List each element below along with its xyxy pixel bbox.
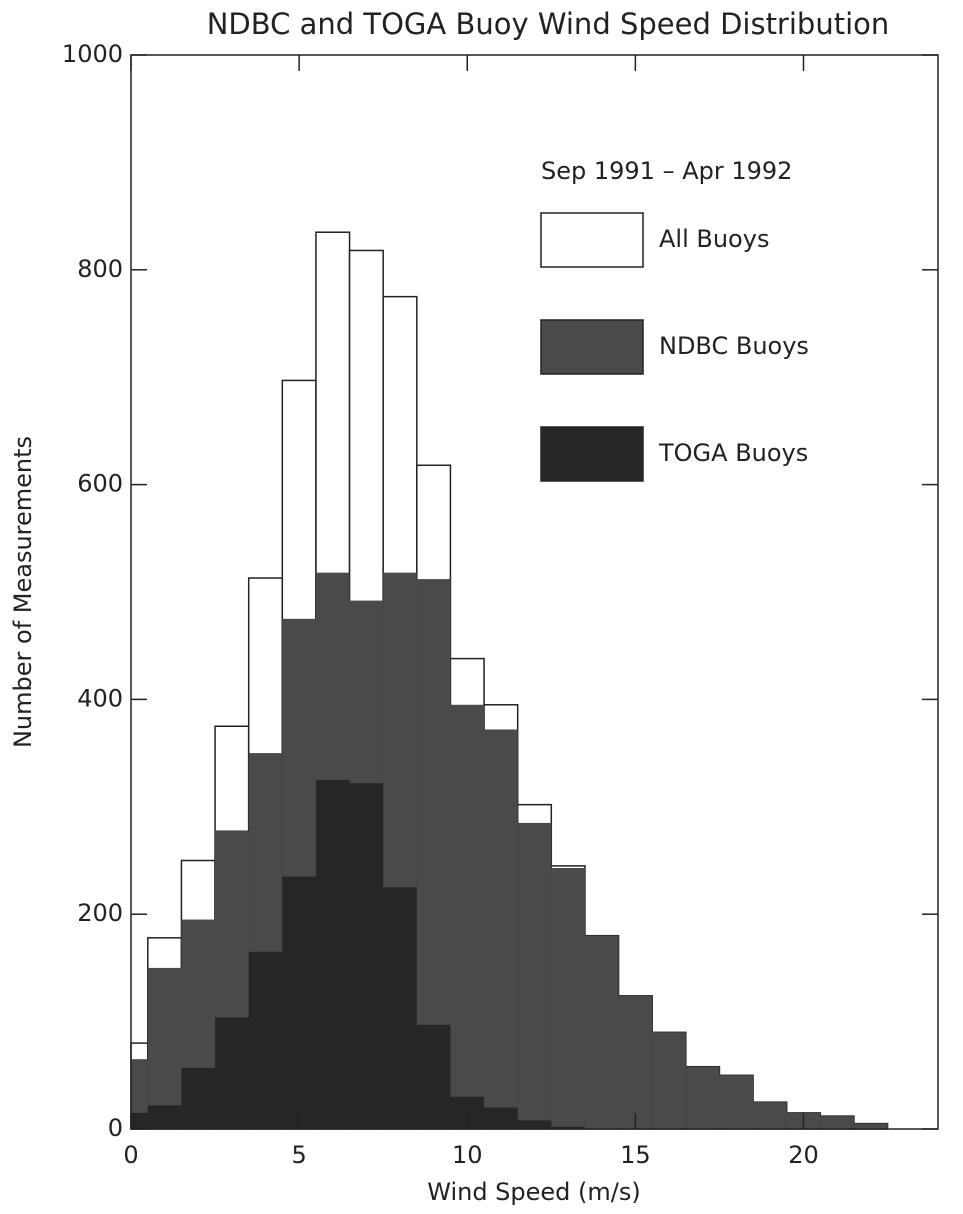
plot-frame xyxy=(130,54,939,1130)
y-tick-label: 1000 xyxy=(62,40,123,68)
histogram-bar xyxy=(416,1024,451,1129)
x-tick-label: 0 xyxy=(123,1141,138,1169)
histogram-bar xyxy=(551,868,585,1129)
x-tick-label: 10 xyxy=(452,1141,483,1169)
histogram-bar xyxy=(383,887,417,1129)
x-tick-label: 15 xyxy=(620,1141,651,1169)
histogram-bar xyxy=(618,995,653,1129)
histogram-bar xyxy=(652,1032,686,1129)
histogram-bar xyxy=(753,1102,787,1129)
legend-swatch xyxy=(540,319,644,375)
legend-swatch xyxy=(540,212,644,268)
histogram-bar xyxy=(181,1067,216,1129)
y-tick-label: 800 xyxy=(77,255,123,283)
histogram-bar xyxy=(147,967,182,1129)
y-tick-label: 600 xyxy=(77,470,123,498)
histogram-bar xyxy=(484,729,518,1129)
histogram-bar xyxy=(484,1107,518,1129)
histogram-bar xyxy=(719,1075,754,1129)
histogram-bar xyxy=(131,1059,148,1129)
histogram-bar xyxy=(820,1116,854,1129)
histogram-bar xyxy=(685,1066,720,1129)
x-tick-label: 5 xyxy=(291,1141,306,1169)
histogram-bar xyxy=(282,876,316,1129)
histogram-bar xyxy=(517,822,552,1129)
y-tick-label: 0 xyxy=(108,1114,123,1142)
histogram-bar xyxy=(551,1126,585,1129)
legend-swatch xyxy=(540,426,644,482)
histogram-bar xyxy=(215,1017,249,1129)
y-tick-label: 400 xyxy=(77,684,123,712)
legend-label: TOGA Buoys xyxy=(658,439,808,467)
histogram-bar xyxy=(147,1105,182,1129)
histogram-bar xyxy=(517,1120,552,1129)
histogram-bar xyxy=(450,704,485,1129)
legend-title: Sep 1991 – Apr 1992 xyxy=(541,157,792,185)
x-tick-label: 20 xyxy=(788,1141,819,1169)
histogram-bar xyxy=(248,951,283,1129)
histogram-bar xyxy=(315,779,350,1129)
legend-label: NDBC Buoys xyxy=(659,332,809,360)
chart-title: NDBC and TOGA Buoy Wind Speed Distributi… xyxy=(207,7,890,41)
legend-label: All Buoys xyxy=(659,225,769,253)
y-axis-label: Number of Measurements xyxy=(9,436,37,748)
histogram-bar xyxy=(131,1112,148,1129)
histogram-bar xyxy=(853,1123,888,1129)
x-axis-label: Wind Speed (m/s) xyxy=(427,1178,641,1206)
histogram-bar xyxy=(349,783,384,1129)
y-tick-label: 200 xyxy=(77,899,123,927)
histogram-bar xyxy=(584,935,619,1129)
